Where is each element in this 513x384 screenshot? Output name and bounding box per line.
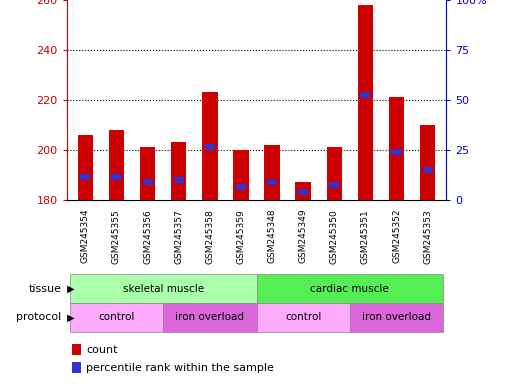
Text: protocol: protocol <box>16 312 62 323</box>
Text: GSM245352: GSM245352 <box>392 209 401 263</box>
Bar <box>295 182 311 200</box>
Text: GSM245357: GSM245357 <box>174 209 183 263</box>
Bar <box>109 130 124 200</box>
Text: GSM245356: GSM245356 <box>143 209 152 263</box>
Text: GSM245349: GSM245349 <box>299 209 308 263</box>
Bar <box>77 135 93 200</box>
Text: tissue: tissue <box>29 283 62 294</box>
Text: GSM245350: GSM245350 <box>330 209 339 263</box>
Bar <box>329 182 339 188</box>
Bar <box>256 274 443 303</box>
Bar <box>236 184 246 190</box>
Bar <box>420 125 436 200</box>
Text: skeletal muscle: skeletal muscle <box>123 283 204 294</box>
Bar <box>202 92 218 200</box>
Bar <box>256 303 350 332</box>
Bar <box>81 174 90 180</box>
Bar <box>163 303 256 332</box>
Bar <box>358 5 373 200</box>
Bar <box>389 97 404 200</box>
Text: GSM245354: GSM245354 <box>81 209 90 263</box>
Text: GSM245358: GSM245358 <box>205 209 214 263</box>
Text: ▶: ▶ <box>64 312 75 323</box>
Bar <box>298 189 308 195</box>
Text: cardiac muscle: cardiac muscle <box>310 283 389 294</box>
Text: GSM245348: GSM245348 <box>268 209 277 263</box>
Text: GSM245359: GSM245359 <box>236 209 245 263</box>
Text: count: count <box>86 345 117 355</box>
Text: iron overload: iron overload <box>362 312 431 323</box>
Text: GSM245351: GSM245351 <box>361 209 370 263</box>
Bar <box>391 149 402 156</box>
Bar <box>70 274 256 303</box>
Text: control: control <box>285 312 321 323</box>
Bar <box>205 144 215 151</box>
Text: GSM245353: GSM245353 <box>423 209 432 263</box>
Bar <box>360 92 370 98</box>
Text: GSM245355: GSM245355 <box>112 209 121 263</box>
Bar <box>143 179 153 185</box>
Bar <box>111 174 122 180</box>
Bar <box>326 147 342 200</box>
Text: percentile rank within the sample: percentile rank within the sample <box>86 363 274 373</box>
Bar <box>174 177 184 183</box>
Bar <box>70 303 163 332</box>
Bar <box>264 145 280 200</box>
Text: control: control <box>98 312 135 323</box>
Bar <box>233 150 249 200</box>
Bar <box>171 142 187 200</box>
Bar <box>140 147 155 200</box>
Text: iron overload: iron overload <box>175 312 244 323</box>
Bar <box>350 303 443 332</box>
Bar <box>423 167 432 173</box>
Bar <box>267 179 277 185</box>
Text: ▶: ▶ <box>64 283 75 294</box>
